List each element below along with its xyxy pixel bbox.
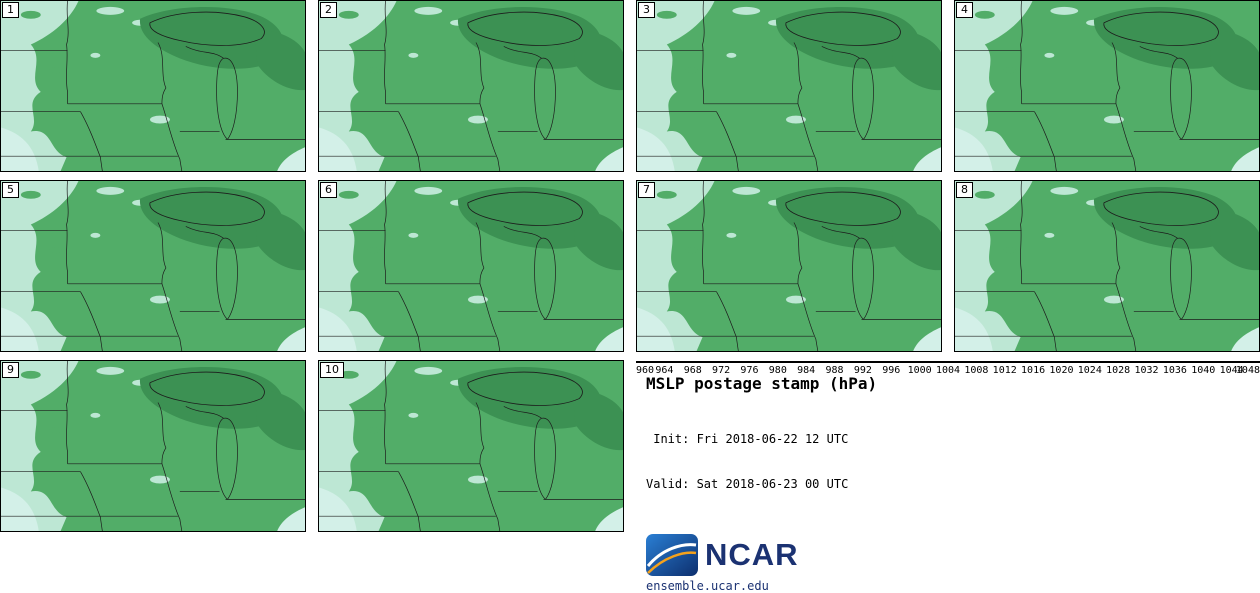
colorbar-tick: 1032 <box>1134 365 1159 376</box>
member-number-label: 1 <box>2 2 19 18</box>
colorbar-tick: 980 <box>768 365 787 376</box>
forecast-map <box>1 181 305 351</box>
colorbar-tick: 1020 <box>1049 365 1074 376</box>
legend-info-panel: 960 964 968 972 976 980 984 988 992 996 1000 1004 10… <box>636 360 1260 593</box>
colorbar-tick: 1040 <box>1191 365 1216 376</box>
member-number-label: 8 <box>956 182 973 198</box>
colorbar-tick: 996 <box>882 365 901 376</box>
member-number-label: 10 <box>320 362 344 378</box>
colorbar-tick: 1028 <box>1106 365 1131 376</box>
map-panel-2: 2 <box>318 0 624 172</box>
branding: NCAR ensemble.ucar.edu <box>636 534 1260 593</box>
map-panel-6: 6 <box>318 180 624 352</box>
colorbar-tick: 1044 <box>1219 365 1244 376</box>
valid-time: Valid: Sat 2018-06-23 00 UTC <box>646 477 849 491</box>
member-number-label: 5 <box>2 182 19 198</box>
member-number-label: 4 <box>956 2 973 18</box>
map-panel-3: 3 <box>636 0 942 172</box>
forecast-map <box>955 181 1259 351</box>
colorbar-tick: 1036 <box>1162 365 1187 376</box>
colorbar-tick: 1016 <box>1021 365 1046 376</box>
colorbar <box>636 361 1260 363</box>
colorbar-tick: 1012 <box>992 365 1017 376</box>
colorbar-tick: 1004 <box>935 365 961 376</box>
forecast-map <box>955 1 1259 171</box>
map-panel-4: 4 <box>954 0 1260 172</box>
map-panel-5: 5 <box>0 180 306 352</box>
colorbar-tick: 976 <box>740 365 759 376</box>
map-panel-8: 8 <box>954 180 1260 352</box>
member-number-label: 3 <box>638 2 655 18</box>
map-panel-10: 10 <box>318 360 624 532</box>
map-panel-7: 7 <box>636 180 942 352</box>
colorbar-tick: 968 <box>683 365 702 376</box>
colorbar-tick: 984 <box>797 365 816 376</box>
colorbar-tick: 1000 <box>907 365 932 376</box>
colorbar-tick: 972 <box>712 365 731 376</box>
ncar-wordmark: NCAR <box>705 537 799 572</box>
member-number-label: 9 <box>2 362 19 378</box>
colorbar-tick: 1048 <box>1235 365 1260 376</box>
member-number-label: 6 <box>320 182 337 198</box>
forecast-map <box>319 1 623 171</box>
init-time: Init: Fri 2018-06-22 12 UTC <box>646 432 849 446</box>
time-info: Init: Fri 2018-06-22 12 UTC Valid: Sat 2… <box>636 402 1260 522</box>
forecast-map <box>319 361 623 531</box>
colorbar-tick: 1008 <box>964 365 989 376</box>
member-number-label: 2 <box>320 2 337 18</box>
chart-title: MSLP postage stamp (hPa) <box>646 374 878 393</box>
colorbar-tick: 960 <box>636 365 655 376</box>
map-panel-1: 1 <box>0 0 306 172</box>
ncar-logo-icon <box>646 534 698 576</box>
member-number-label: 7 <box>638 182 655 198</box>
colorbar-tick: 992 <box>853 365 872 376</box>
map-panel-9: 9 <box>0 360 306 532</box>
forecast-map <box>637 1 941 171</box>
forecast-map <box>1 1 305 171</box>
forecast-map <box>319 181 623 351</box>
colorbar-tick: 964 <box>655 365 674 376</box>
forecast-map <box>1 361 305 531</box>
colorbar-tick: 988 <box>825 365 844 376</box>
colorbar-tick: 1024 <box>1077 365 1102 376</box>
ncar-url: ensemble.ucar.edu <box>646 579 769 593</box>
forecast-map <box>637 181 941 351</box>
